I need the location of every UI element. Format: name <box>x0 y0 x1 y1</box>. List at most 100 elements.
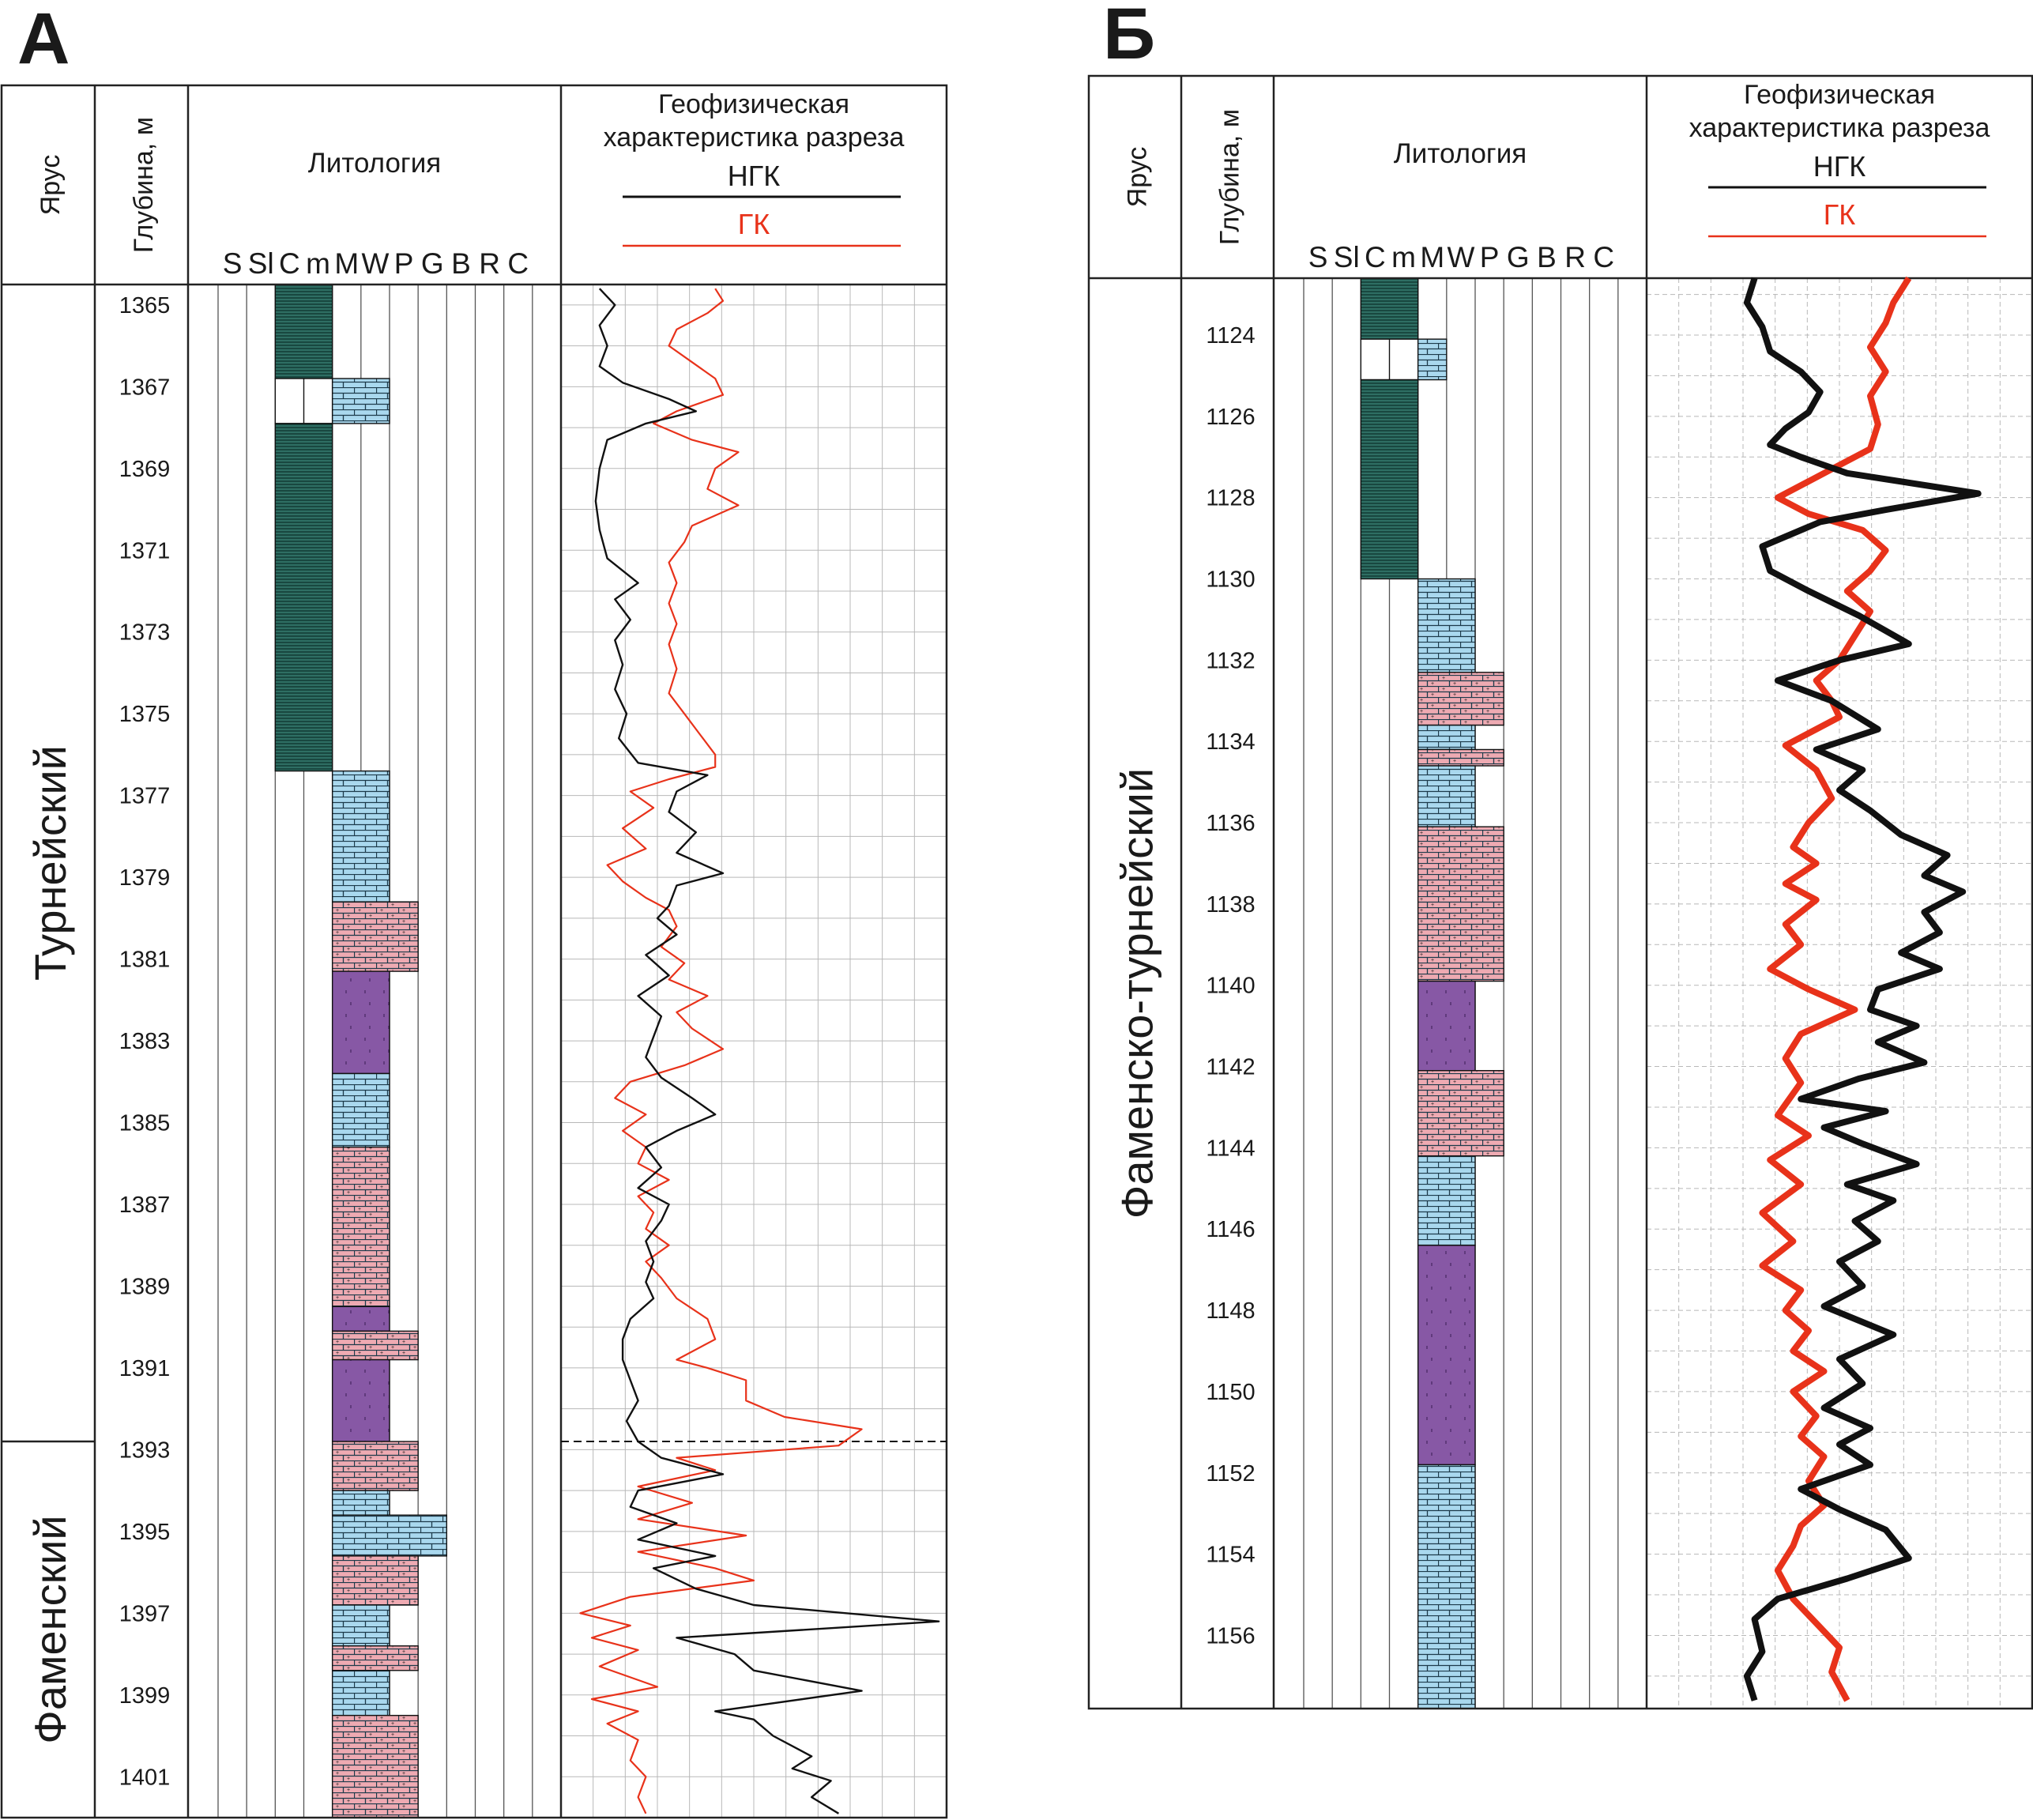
ngk-curve <box>594 288 940 1814</box>
lith-bed-shale <box>274 284 333 379</box>
lith-bed-limestone <box>331 1670 390 1716</box>
stage-name: Турнейский <box>25 745 75 981</box>
depth-label: 1126 <box>1206 405 1255 430</box>
stage-name: Фаменско-турнейский <box>1113 768 1162 1219</box>
gk-legend-label: ГК <box>1824 198 1855 231</box>
lith-bed-limestone <box>331 770 390 902</box>
lithology-header: Литология <box>308 148 441 179</box>
lith-scale-label: M <box>1420 241 1444 273</box>
lith-bed-limestone <box>1417 338 1448 381</box>
lith-bed-dolomite <box>1417 672 1504 726</box>
depth-label: 1391 <box>119 1356 171 1381</box>
depth-label: 1128 <box>1206 486 1255 511</box>
lith-scale-label: R <box>479 247 500 280</box>
depth-label: 1375 <box>119 702 171 727</box>
lith-scale-label: m <box>306 247 330 280</box>
lith-bed-limestone <box>1417 1155 1476 1246</box>
lith-bed-dolomite <box>1417 1069 1504 1157</box>
depth-label: 1144 <box>1206 1136 1255 1161</box>
depth-label: 1156 <box>1206 1623 1255 1649</box>
lith-bed-dolomite <box>331 901 419 972</box>
depth-label: 1140 <box>1206 974 1255 999</box>
lith-scale-label: P <box>394 247 414 280</box>
lith-bed-dolomite <box>331 1714 419 1818</box>
panel-frame <box>1087 74 2033 1710</box>
geophys-title-line1: Геофизическая <box>1744 80 1935 110</box>
lith-bed-anhydrite <box>331 1358 390 1442</box>
depth-label: 1397 <box>119 1601 171 1626</box>
depth-header: Глубина, м <box>129 117 159 253</box>
lith-bed-shale <box>1360 379 1419 580</box>
panel-letter: Б <box>1103 0 1155 74</box>
lith-bed-limestone <box>1417 1464 1476 1709</box>
gk-curve <box>1759 276 1912 1702</box>
depth-label: 1132 <box>1206 648 1255 673</box>
depth-label: 1369 <box>119 457 171 482</box>
lith-scale-label: Sl <box>1334 241 1360 273</box>
lith-bed-dolomite <box>331 1330 419 1361</box>
lith-scale-label: Sl <box>248 247 274 280</box>
depth-label: 1389 <box>119 1274 171 1299</box>
lith-scale-label: B <box>451 247 471 280</box>
geophys-title-line2: характеристика разреза <box>1689 113 1990 143</box>
depth-label: 1146 <box>1206 1217 1255 1242</box>
lith-scale-label: M <box>334 247 359 280</box>
lith-scale-label: W <box>361 247 389 280</box>
panel-b: Б Фаменско-турнейский 1124 1126 1128 1130 1132… <box>1087 0 2033 1710</box>
lith-scale-label: S <box>223 247 243 280</box>
lith-bed-limestone <box>1417 724 1476 751</box>
lith-scale-label: C <box>279 247 300 280</box>
stage-header: Ярус <box>36 155 66 216</box>
lith-bed-limestone <box>1417 765 1476 827</box>
depth-label: 1148 <box>1206 1298 1255 1324</box>
ngk-curve <box>1743 277 1982 1701</box>
lith-scale-label: m <box>1391 241 1416 273</box>
lith-bed-shale <box>1360 277 1419 340</box>
lith-bed-dolomite <box>331 1555 419 1606</box>
depth-label: 1152 <box>1206 1461 1255 1487</box>
lith-bed-dolomite <box>331 1146 390 1308</box>
geophys-title-line1: Геофизическая <box>658 89 849 119</box>
geophys-title-line2: характеристика разреза <box>604 122 905 153</box>
depth-label: 1367 <box>119 375 171 400</box>
lith-bed-dolomite <box>331 1441 419 1491</box>
depth-label: 1150 <box>1206 1380 1255 1405</box>
depth-label: 1381 <box>119 948 171 973</box>
panel-letter: А <box>17 0 70 79</box>
depth-label: 1154 <box>1206 1543 1255 1568</box>
gk-curve <box>579 288 863 1814</box>
depth-label: 1393 <box>119 1438 171 1463</box>
lith-bed-limestone <box>331 1514 448 1557</box>
lithology-header: Литология <box>1394 138 1527 169</box>
stage-header: Ярус <box>1123 147 1153 208</box>
lith-bed-limestone <box>331 1072 390 1148</box>
gk-legend-label: ГК <box>738 208 770 240</box>
depth-label: 1373 <box>119 620 171 646</box>
lith-bed-shale <box>274 423 333 772</box>
depth-label: 1134 <box>1206 729 1255 755</box>
panel-frame <box>0 84 948 1819</box>
stage-name: Фаменский <box>25 1515 75 1743</box>
depth-label: 1377 <box>119 784 171 809</box>
lith-bed-limestone <box>1417 578 1476 673</box>
lith-bed-dolomite <box>331 1645 419 1671</box>
depth-label: 1142 <box>1206 1055 1255 1080</box>
depth-label: 1399 <box>119 1683 171 1709</box>
lith-scale-label: B <box>1537 241 1557 273</box>
depth-label: 1138 <box>1206 892 1255 918</box>
lith-bed-anhydrite <box>1417 980 1476 1072</box>
lith-bed-limestone <box>331 378 390 424</box>
lith-bed-limestone <box>331 1604 390 1647</box>
depth-label: 1383 <box>119 1029 171 1054</box>
depth-label: 1130 <box>1206 567 1255 593</box>
depth-label: 1379 <box>119 865 171 891</box>
lith-scale-label: P <box>1480 241 1500 273</box>
depth-label: 1371 <box>119 538 171 563</box>
lith-scale-label: C <box>1593 241 1614 273</box>
lith-scale-label: S <box>1308 241 1328 273</box>
lith-bed-anhydrite <box>331 970 390 1075</box>
lith-bed-anhydrite <box>1417 1245 1476 1466</box>
lith-scale-label: R <box>1564 241 1586 273</box>
lith-bed-dolomite <box>1417 748 1504 767</box>
